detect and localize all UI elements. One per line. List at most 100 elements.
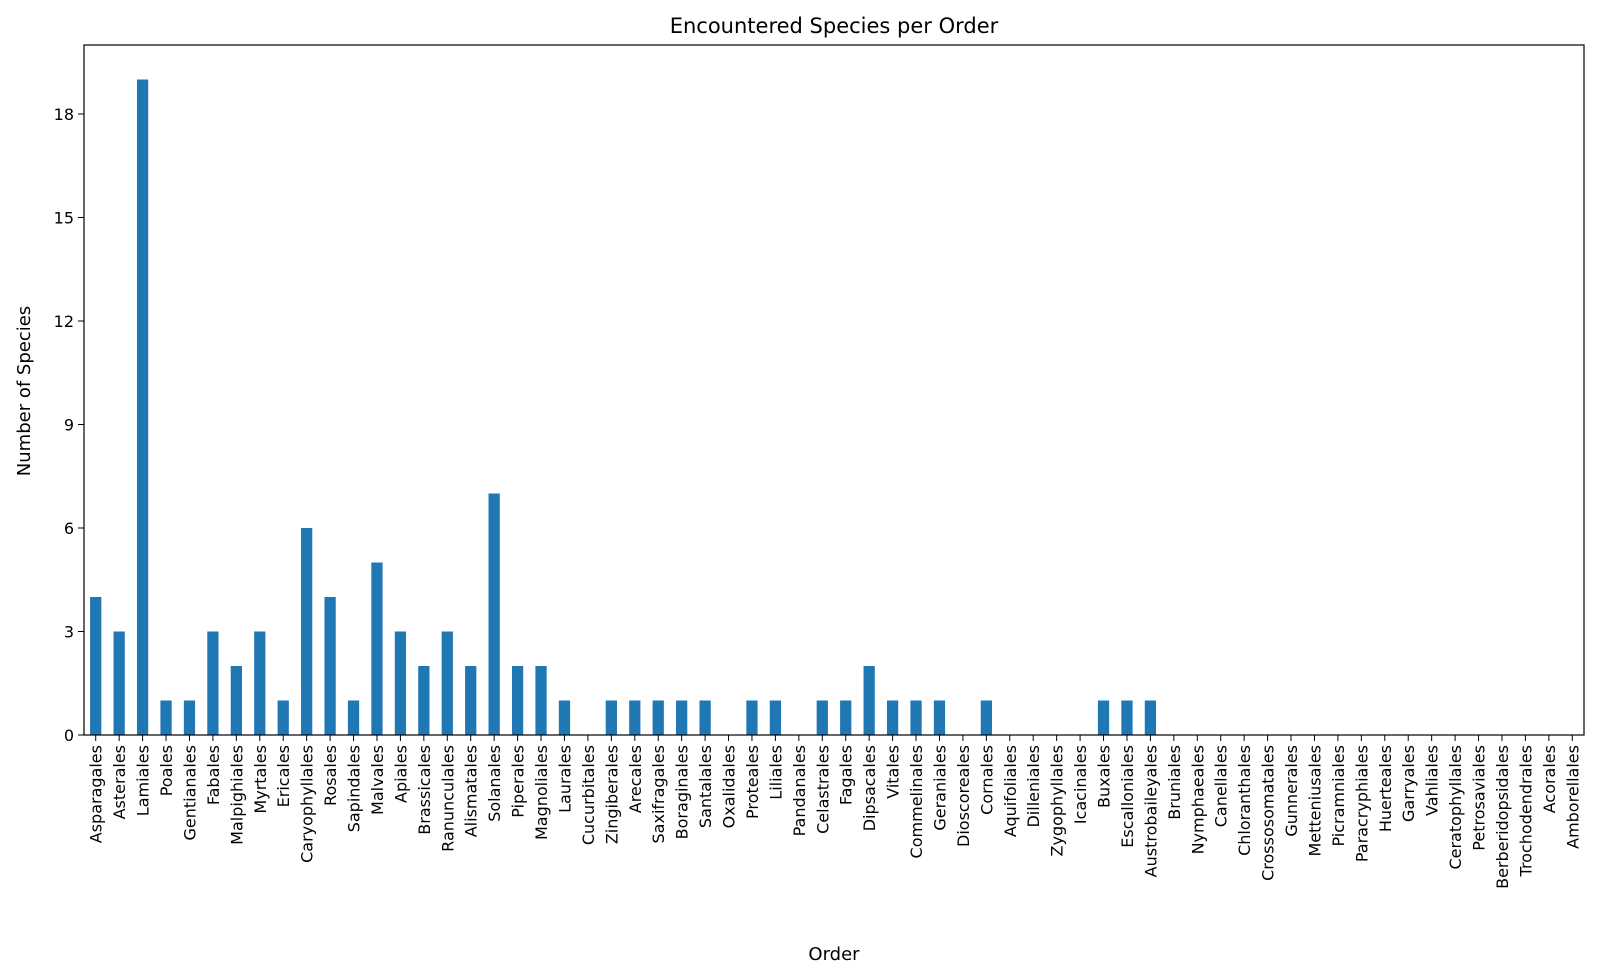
chart-title: Encountered Species per Order	[670, 14, 999, 38]
y-tick-label: 12	[54, 312, 74, 331]
y-tick-label: 3	[64, 623, 74, 642]
x-tick-label-icacinales: Icacinales	[1071, 745, 1090, 824]
x-tick-label-liliales: Liliales	[766, 745, 785, 800]
x-tick-label-acorales: Acorales	[1540, 745, 1559, 813]
y-tick-label: 18	[54, 105, 74, 124]
x-tick-label-amborellales: Amborellales	[1563, 745, 1582, 849]
bar-rosales	[324, 597, 336, 735]
bar-cornales	[980, 700, 992, 735]
bar-arecales	[629, 700, 641, 735]
x-tick-label-proteales: Proteales	[743, 745, 762, 819]
y-axis-ticks: 0 3 6 9 12 15 18	[54, 105, 84, 745]
bar-piperales	[511, 666, 524, 735]
x-tick-label-fagales: Fagales	[837, 745, 856, 805]
bar-geraniales	[933, 700, 946, 735]
x-tick-label-zingiberales: Zingiberales	[602, 745, 621, 844]
bar-lamiales	[136, 79, 149, 735]
x-tick-label-asterales: Asterales	[110, 745, 129, 819]
x-tick-label-myrtales: Myrtales	[251, 745, 270, 814]
bar-vitales	[886, 700, 899, 735]
x-tick-label-cornales: Cornales	[977, 745, 996, 815]
bar-saxifragales	[652, 700, 664, 735]
x-tick-label-berberidopsidales: Berberidopsidales	[1493, 745, 1512, 889]
bar-proteales	[746, 700, 758, 735]
x-tick-label-gunnerales: Gunnerales	[1282, 745, 1301, 837]
bar-brassicales	[418, 666, 430, 735]
y-tick-label: 9	[64, 416, 74, 435]
x-tick-label-fabales: Fabales	[204, 745, 223, 805]
x-tick-label-cucurbitales: Cucurbitales	[579, 745, 598, 845]
bar-asparagales	[90, 597, 102, 735]
y-tick-label: 15	[54, 209, 74, 228]
x-tick-label-ericales: Ericales	[274, 745, 293, 807]
bar-ericales	[277, 700, 289, 735]
bar-zingiberales	[605, 700, 617, 735]
bar-magnoliales	[535, 666, 547, 735]
x-tick-label-nymphaeales: Nymphaeales	[1188, 745, 1207, 854]
x-tick-label-crossosomatales: Crossosomatales	[1259, 745, 1278, 881]
x-tick-label-picramniales: Picramniales	[1329, 745, 1348, 847]
x-tick-label-escalloniales: Escalloniales	[1118, 745, 1137, 848]
bar-ranunculales	[441, 631, 453, 735]
x-tick-label-malvales: Malvales	[368, 745, 387, 815]
x-tick-label-canellales: Canellales	[1212, 745, 1231, 827]
x-tick-label-piperales: Piperales	[509, 745, 528, 818]
x-tick-label-rosales: Rosales	[321, 745, 340, 806]
x-tick-label-aquifoliales: Aquifoliales	[1001, 745, 1020, 837]
x-tick-label-apiales: Apiales	[391, 745, 410, 803]
bars-layer	[90, 79, 1157, 735]
x-tick-label-vahliales: Vahliales	[1423, 745, 1442, 816]
x-tick-label-dilleniales: Dilleniales	[1024, 745, 1043, 828]
bar-malpighiales	[230, 666, 242, 735]
x-tick-label-pandanales: Pandanales	[790, 745, 809, 836]
x-tick-label-laurales: Laurales	[555, 745, 574, 813]
bar-buxales	[1097, 700, 1110, 735]
bar-dipsacales	[863, 666, 875, 735]
bar-apiales	[394, 631, 407, 735]
x-tick-label-austrobaileyales: Austrobaileyales	[1141, 745, 1160, 877]
x-tick-label-ranunculales: Ranunculales	[438, 745, 457, 852]
x-tick-label-magnoliales: Magnoliales	[532, 745, 551, 840]
bar-fabales	[207, 631, 219, 735]
y-tick-label: 0	[64, 726, 74, 745]
x-tick-label-asparagales: Asparagales	[87, 745, 106, 843]
x-tick-label-commelinales: Commelinales	[907, 745, 926, 858]
x-tick-label-malpighiales: Malpighiales	[227, 745, 246, 845]
x-tick-label-garryales: Garryales	[1399, 745, 1418, 822]
bar-liliales	[769, 700, 782, 735]
bar-escalloniales	[1121, 700, 1133, 735]
plot-frame	[83, 44, 1585, 736]
bar-santalales	[699, 700, 711, 735]
x-tick-label-sapindales: Sapindales	[345, 745, 364, 832]
x-tick-label-gentianales: Gentianales	[180, 745, 199, 840]
bar-celastrales	[816, 700, 828, 735]
x-tick-label-chloranthales: Chloranthales	[1235, 745, 1254, 856]
x-tick-label-ceratophyllales: Ceratophyllales	[1446, 745, 1465, 870]
x-tick-label-buxales: Buxales	[1095, 745, 1114, 808]
x-tick-label-huerteales: Huerteales	[1376, 745, 1395, 832]
x-tick-label-solanales: Solanales	[485, 745, 504, 822]
bar-laurales	[558, 700, 571, 735]
bar-gentianales	[183, 700, 196, 735]
x-tick-label-arecales: Arecales	[626, 745, 645, 813]
bar-myrtales	[254, 631, 266, 735]
bar-commelinales	[910, 700, 922, 735]
bar-caryophyllales	[301, 528, 313, 735]
bar-poales	[160, 700, 172, 735]
bar-asterales	[113, 631, 125, 735]
x-tick-label-saxifragales: Saxifragales	[649, 745, 668, 843]
x-tick-label-zygophyllales: Zygophyllales	[1048, 745, 1067, 856]
x-axis-ticks: Asparagales Asterales Lamiales Poales Gentia…	[87, 735, 1582, 889]
x-tick-label-caryophyllales: Caryophyllales	[298, 745, 317, 863]
x-tick-label-bruniales: Bruniales	[1165, 745, 1184, 820]
x-tick-label-oxalidales: Oxalidales	[720, 745, 739, 828]
bar-fagales	[840, 700, 852, 735]
x-tick-label-petrosaviales: Petrosaviales	[1470, 745, 1489, 851]
x-tick-label-poales: Poales	[157, 745, 176, 796]
bar-alismatales	[465, 666, 477, 735]
x-tick-label-geraniales: Geraniales	[930, 745, 949, 831]
x-tick-label-paracryphiales: Paracryphiales	[1352, 745, 1371, 862]
x-tick-label-dipsacales: Dipsacales	[860, 745, 879, 831]
